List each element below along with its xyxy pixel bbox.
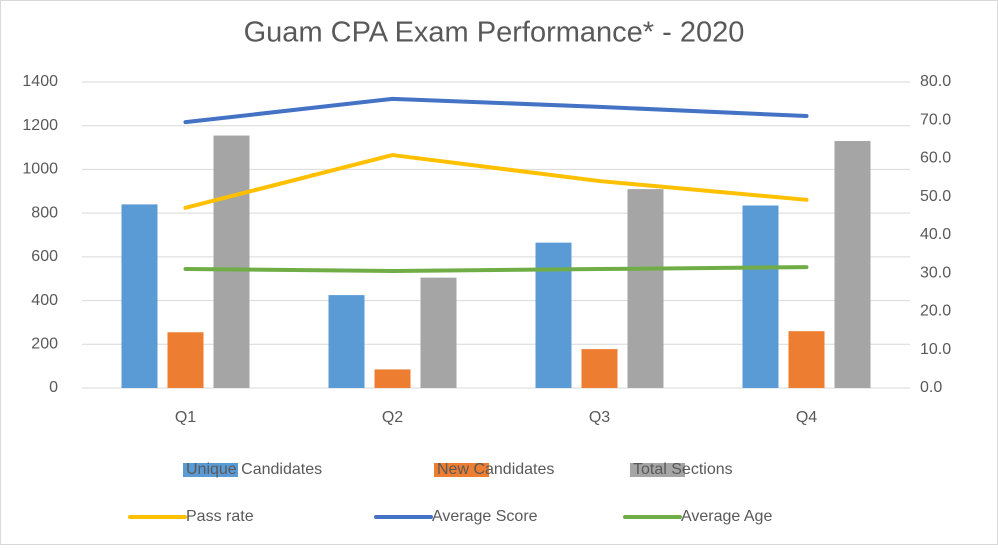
y-tick-label: 600 (31, 248, 58, 265)
x-tick-label: Q4 (796, 409, 817, 426)
line (183, 265, 809, 273)
x-tick-label: Q1 (175, 409, 196, 426)
legend-swatch (434, 463, 489, 477)
bar (535, 242, 572, 388)
line (183, 96, 809, 125)
y2-tick-label: 70.0 (920, 111, 951, 128)
bar (374, 369, 411, 388)
y-tick-label: 200 (31, 336, 58, 353)
bar (742, 205, 779, 388)
legend-label: Unique Candidates (186, 461, 322, 478)
legend-label: Average Age (681, 508, 772, 525)
bar (420, 277, 457, 388)
x-tick-label: Q2 (382, 409, 403, 426)
legend-label: New Candidates (437, 461, 554, 478)
bar (788, 331, 825, 388)
y-tick-label: 1400 (22, 73, 58, 90)
legend-swatch (183, 463, 238, 477)
y-tick-label: 0 (49, 379, 58, 396)
bar (834, 141, 871, 388)
y2-tick-label: 10.0 (920, 341, 951, 358)
y2-tick-label: 20.0 (920, 303, 951, 320)
bar (627, 189, 664, 388)
bar (328, 295, 365, 388)
y2-tick-label: 40.0 (920, 226, 951, 243)
legend-label: Average Score (432, 508, 538, 525)
y-tick-label: 1000 (22, 161, 58, 178)
y-tick-label: 400 (31, 292, 58, 309)
chart-title: Guam CPA Exam Performance* - 2020 (244, 17, 745, 49)
y2-tick-label: 80.0 (920, 73, 951, 90)
line (183, 153, 809, 210)
y2-tick-label: 60.0 (920, 150, 951, 167)
x-tick-label: Q3 (589, 409, 610, 426)
y2-tick-label: 50.0 (920, 188, 951, 205)
bar (581, 349, 618, 388)
legend-label: Total Sections (633, 461, 733, 478)
y-tick-label: 800 (31, 204, 58, 221)
bar (213, 135, 250, 388)
legend-label: Pass rate (186, 508, 254, 525)
legend-swatch (630, 463, 685, 477)
y2-tick-label: 0.0 (920, 379, 942, 396)
y-tick-label: 1200 (22, 117, 58, 134)
bar (121, 204, 158, 388)
bar (167, 332, 204, 388)
y2-tick-label: 30.0 (920, 264, 951, 281)
